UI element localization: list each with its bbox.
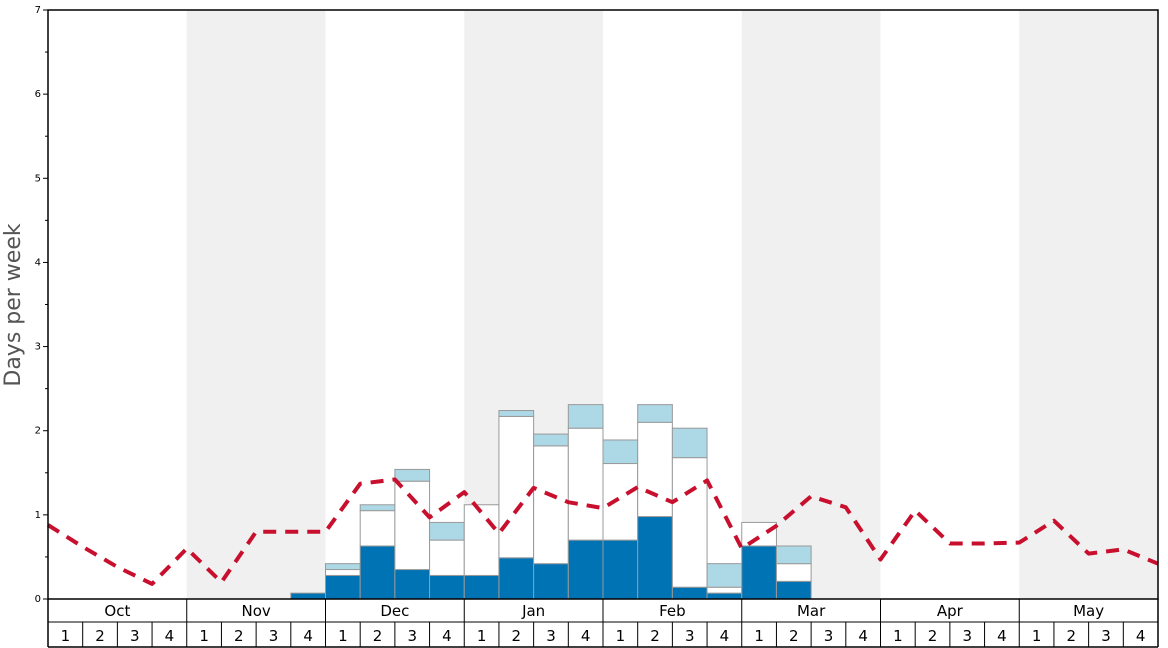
dashed-series	[46, 477, 1159, 586]
week-label: 2	[373, 627, 383, 645]
bar-segment	[429, 574, 465, 600]
week-label: 1	[616, 627, 626, 645]
bars	[290, 404, 812, 600]
bar-segment	[325, 563, 361, 571]
week-label: 4	[1136, 627, 1146, 645]
bar-segment	[775, 563, 812, 582]
bar-segment	[671, 457, 708, 588]
axes: 0 1 2 3 4 5 6 7 Oct Nov Dec Jan Feb Mar Apr May 1 2 3 4 1 2 3 4…	[35, 5, 1159, 648]
week-label: 3	[685, 627, 695, 645]
bar-segment	[602, 439, 639, 465]
week-label: 1	[1032, 627, 1042, 645]
bar-segment	[394, 468, 431, 482]
bar-segment	[741, 545, 777, 600]
month-shading	[186, 10, 1158, 599]
bar-segment	[463, 504, 500, 576]
bar-segment	[429, 539, 465, 576]
week-label: 1	[477, 627, 487, 645]
week-label: 1	[754, 627, 764, 645]
bar-segment	[359, 510, 396, 547]
week-label: 2	[234, 627, 244, 645]
bar-segment	[706, 592, 743, 600]
bar-segment	[671, 427, 708, 459]
y-tick-label: 1	[35, 510, 41, 521]
bar-segment	[637, 516, 673, 600]
week-label: 3	[407, 627, 417, 645]
month-label: Apr	[937, 602, 964, 620]
month-shade	[741, 10, 881, 599]
week-label: 1	[61, 627, 71, 645]
week-label: 2	[1067, 627, 1077, 645]
bar-segment	[671, 586, 708, 600]
bar-segment	[637, 421, 673, 518]
bar-segment	[775, 545, 812, 565]
bar-segment	[394, 480, 431, 571]
month-label: Nov	[241, 602, 270, 620]
week-label: 2	[650, 627, 660, 645]
y-tick-label: 7	[35, 5, 41, 16]
bar-segment	[498, 410, 535, 417]
bar-segment	[567, 427, 604, 541]
bar-segment	[533, 433, 569, 447]
bar-segment	[602, 539, 639, 600]
bar-segment	[394, 569, 431, 600]
bar-segment	[498, 415, 535, 559]
week-label: 1	[199, 627, 209, 645]
week-label: 3	[130, 627, 140, 645]
week-label: 3	[962, 627, 972, 645]
y-tick-label: 3	[35, 342, 41, 353]
week-label: 4	[720, 627, 730, 645]
week-label: 3	[824, 627, 834, 645]
week-label: 4	[303, 627, 313, 645]
y-tick-label: 4	[35, 257, 41, 268]
dashed-line	[46, 477, 1159, 586]
week-label: 2	[789, 627, 799, 645]
y-tick-label: 2	[35, 426, 41, 437]
bar-segment	[290, 592, 326, 600]
bar-segment	[637, 404, 673, 423]
month-label: May	[1073, 602, 1104, 620]
bar-segment	[533, 445, 569, 565]
month-shade	[186, 10, 326, 599]
bar-segment	[741, 521, 777, 547]
week-label: 4	[858, 627, 868, 645]
month-shade	[1019, 10, 1158, 599]
month-label: Feb	[659, 602, 686, 620]
bar-segment	[567, 404, 604, 429]
bar-segment	[359, 504, 396, 512]
bar-segment	[706, 563, 743, 588]
month-label: Mar	[797, 602, 826, 620]
bar-segment	[602, 463, 639, 541]
week-label: 3	[546, 627, 556, 645]
bar-segment	[533, 563, 569, 600]
y-tick-label: 5	[35, 173, 41, 184]
month-label: Jan	[521, 602, 545, 620]
week-label: 1	[338, 627, 348, 645]
bar-segment	[567, 539, 604, 600]
week-label: 3	[1101, 627, 1111, 645]
bar-segment	[706, 586, 743, 594]
month-label: Dec	[380, 602, 409, 620]
week-label: 1	[893, 627, 903, 645]
bar-segment	[359, 545, 396, 600]
week-label: 4	[442, 627, 452, 645]
week-label: 2	[512, 627, 522, 645]
y-axis-label: Days per week	[1, 223, 26, 386]
week-label: 2	[928, 627, 938, 645]
week-label: 3	[269, 627, 279, 645]
bar-segment	[325, 574, 361, 600]
y-tick-label: 6	[35, 89, 41, 100]
bar-segment	[498, 557, 535, 600]
bar-segment	[463, 574, 500, 600]
bar-segment	[325, 569, 361, 576]
week-label: 4	[581, 627, 591, 645]
y-tick-label: 0	[35, 594, 41, 605]
bar-segment	[775, 580, 812, 600]
week-label: 2	[95, 627, 105, 645]
week-label: 4	[165, 627, 175, 645]
month-label: Oct	[104, 602, 130, 620]
week-label: 4	[997, 627, 1007, 645]
bar-segment	[429, 521, 465, 541]
